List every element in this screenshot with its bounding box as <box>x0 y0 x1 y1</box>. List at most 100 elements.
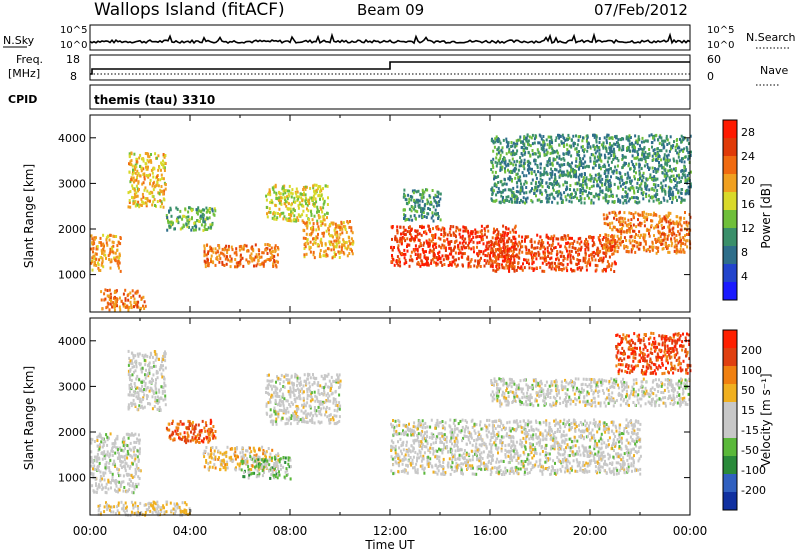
power-cell <box>341 243 344 247</box>
power-cell <box>321 210 324 214</box>
power-cell <box>669 164 671 168</box>
power-cell <box>591 251 594 255</box>
power-cell <box>147 173 150 177</box>
power-cell <box>605 237 608 241</box>
power-cell <box>229 254 232 258</box>
power-cell <box>130 152 133 156</box>
power-cell <box>160 168 162 172</box>
velocity-cell <box>135 453 138 457</box>
power-cell <box>584 173 586 176</box>
velocity-cell <box>119 446 122 450</box>
power-cell <box>607 133 610 137</box>
power-cell <box>611 136 614 140</box>
power-cell <box>556 194 559 198</box>
power-cell <box>105 256 107 260</box>
power-cell <box>585 164 588 168</box>
velocity-cell <box>129 374 132 378</box>
power-cell <box>675 220 678 224</box>
power-cell <box>663 139 665 143</box>
power-cell <box>223 254 226 258</box>
power-cell <box>490 168 493 171</box>
power-cell <box>267 243 270 247</box>
power-cell <box>688 233 690 236</box>
power-cell <box>509 188 512 192</box>
power-cell <box>646 227 649 231</box>
power-cell <box>462 264 464 268</box>
power-cell <box>317 185 320 188</box>
power-cell <box>627 138 630 142</box>
power-cell <box>668 189 671 193</box>
power-cell <box>261 251 264 255</box>
power-cell <box>320 189 323 193</box>
power-cell <box>507 177 510 181</box>
power-cell <box>686 239 689 243</box>
power-cell <box>586 145 589 149</box>
power-cell <box>391 256 394 260</box>
power-cell <box>271 216 274 220</box>
power-cell <box>447 240 450 244</box>
power-cell <box>301 213 304 217</box>
power-cell <box>621 227 623 231</box>
power-cell <box>660 149 663 153</box>
power-cell <box>250 252 253 256</box>
power-cell <box>477 262 480 266</box>
power-cell <box>678 195 681 199</box>
power-cell <box>326 247 329 251</box>
power-cell <box>509 255 512 259</box>
power-cell <box>98 268 100 272</box>
power-cell <box>604 182 606 186</box>
power-cell <box>580 160 583 164</box>
power-cell <box>506 260 509 264</box>
power-cell <box>539 166 542 170</box>
power-cell <box>517 176 520 179</box>
power-cell <box>605 248 608 252</box>
power-cell <box>428 238 431 242</box>
power-cell <box>558 156 561 160</box>
power-cell <box>317 227 320 231</box>
power-cell <box>140 306 142 310</box>
velocity-cell <box>162 398 165 402</box>
power-cell <box>322 187 324 191</box>
power-cell <box>631 196 633 200</box>
power-cell <box>449 262 452 266</box>
power-cell <box>521 153 524 157</box>
power-cell <box>424 257 427 260</box>
power-cell <box>675 184 678 188</box>
power-cell <box>631 145 634 149</box>
power-cell <box>352 239 355 243</box>
power-cell <box>516 197 519 201</box>
colorbar-tick-label: 12 <box>741 222 755 235</box>
power-cell <box>482 250 485 254</box>
power-cell <box>499 233 502 237</box>
power-cell <box>157 168 160 172</box>
power-cell <box>655 133 658 137</box>
power-cell <box>431 214 434 218</box>
power-cell <box>656 246 659 250</box>
power-cell <box>536 165 539 169</box>
power-cell <box>661 219 664 223</box>
power-cell <box>580 245 583 249</box>
power-cell <box>667 220 670 224</box>
power-cell <box>636 241 638 245</box>
power-cell <box>439 197 442 201</box>
power-cell <box>418 232 421 236</box>
power-cell <box>502 246 505 250</box>
power-cell <box>438 250 441 254</box>
velocity-cell <box>119 455 122 459</box>
power-cell <box>502 196 504 199</box>
power-cell <box>582 136 584 140</box>
power-cell <box>305 232 308 236</box>
power-cell <box>459 251 462 255</box>
power-cell <box>622 187 624 191</box>
power-cell <box>523 191 526 195</box>
power-cell <box>463 252 466 255</box>
power-cell <box>522 164 525 168</box>
power-cell <box>183 214 186 218</box>
power-cell <box>135 303 137 307</box>
power-cell <box>516 142 519 146</box>
power-cell <box>342 221 345 225</box>
power-cell <box>490 243 493 247</box>
power-cell <box>598 152 601 156</box>
power-cell <box>295 195 298 199</box>
power-cell <box>412 237 415 241</box>
